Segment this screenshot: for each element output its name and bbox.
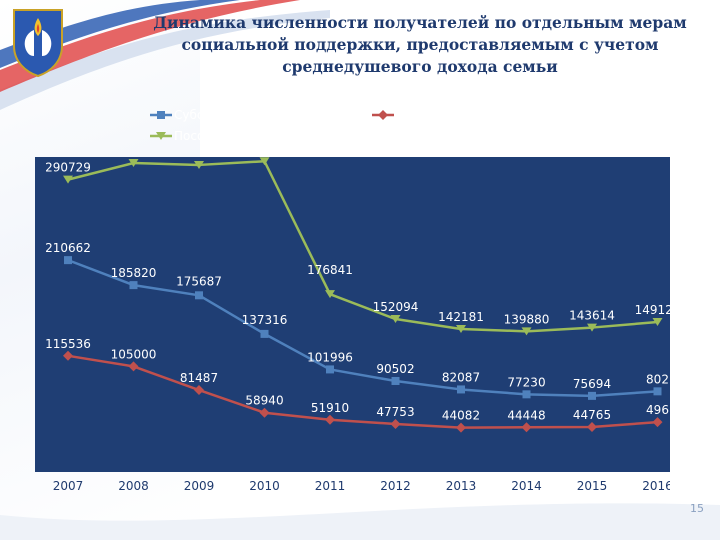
- data-point: [194, 160, 204, 169]
- data-label: 175687: [176, 274, 222, 288]
- data-label: 305317: [176, 157, 222, 160]
- data-label: 82087: [442, 370, 480, 384]
- data-point: [390, 315, 401, 324]
- data-point: [129, 281, 138, 290]
- data-label: 142181: [438, 310, 484, 324]
- emblem-logo-icon: [13, 9, 63, 78]
- data-point: [456, 422, 466, 433]
- page-title: Динамика численности получателей по отде…: [140, 12, 700, 78]
- data-point: [128, 159, 139, 168]
- data-label: 90502: [376, 362, 414, 376]
- legend-label-allowance: Социальное пособие: [396, 108, 528, 122]
- data-point: [259, 157, 270, 166]
- plot-background: [35, 157, 670, 472]
- x-tick-label: 2016: [642, 479, 670, 493]
- x-tick-label: 2013: [446, 479, 477, 493]
- x-tick-label: 2011: [315, 479, 346, 493]
- wave-decoration: [0, 503, 720, 540]
- data-label: 44765: [573, 408, 611, 422]
- data-point: [194, 385, 204, 396]
- data-label: 101996: [307, 350, 353, 364]
- data-label: 307200: [111, 157, 157, 158]
- data-point: [326, 365, 334, 374]
- data-point: [521, 422, 532, 433]
- chart-area: 2007 2008 2009 2010 2011 2012 2013 2014 2015 2016…: [35, 142, 680, 497]
- data-point: [653, 387, 662, 396]
- x-tick-label: 2008: [118, 479, 149, 493]
- series-line-1: [67, 354, 658, 429]
- data-label: 137316: [242, 313, 288, 327]
- page-number: 15: [690, 502, 704, 515]
- data-label: 496: [646, 403, 669, 417]
- data-label: 58940: [245, 394, 283, 408]
- x-tick-label: 2007: [53, 479, 84, 493]
- title-line-3: среднедушевого дохода семьи: [282, 57, 558, 76]
- data-point: [63, 175, 73, 184]
- data-point: [521, 327, 532, 336]
- title-line-2: социальной поддержки, предоставляемым с …: [181, 35, 659, 54]
- data-point: [587, 421, 597, 432]
- data-label: 75694: [573, 377, 611, 391]
- data-point: [64, 256, 72, 265]
- data-label: 176841: [307, 263, 353, 277]
- line-chart: 2007 2008 2009 2010 2011 2012 2013 2014 2015 2016…: [35, 142, 680, 493]
- data-label: 105000: [111, 347, 157, 361]
- data-label: 149122: [635, 303, 670, 317]
- data-label: 290729: [45, 161, 91, 175]
- data-label: 44448: [507, 408, 545, 422]
- data-label: 77230: [507, 375, 545, 389]
- legend-swatch-child: [150, 132, 172, 140]
- legend-swatch-allowance: [372, 110, 394, 120]
- x-tick-label: 2010: [249, 479, 280, 493]
- data-point: [195, 291, 203, 300]
- data-point: [588, 391, 596, 400]
- data-point: [260, 329, 269, 338]
- data-label: 185820: [111, 266, 157, 280]
- data-point: [325, 414, 335, 425]
- data-label: 44082: [442, 409, 480, 423]
- data-point: [128, 361, 139, 372]
- data-point: [456, 325, 466, 334]
- data-label: 152094: [373, 300, 419, 314]
- legend-swatch-subsidy: [150, 111, 172, 119]
- data-point: [391, 376, 400, 385]
- data-point: [259, 407, 270, 418]
- legend-label-child: Пособие на ребенка: [174, 129, 302, 143]
- data-label: 802: [646, 372, 669, 386]
- x-tick-label: 2009: [184, 479, 215, 493]
- data-point: [325, 290, 335, 299]
- data-point: [522, 390, 531, 399]
- data-label: 115536: [45, 337, 91, 351]
- data-label: 47753: [376, 405, 414, 419]
- data-point: [457, 385, 465, 394]
- x-tick-label: 2015: [577, 479, 608, 493]
- data-point: [390, 418, 401, 429]
- series-line-2: [67, 160, 658, 333]
- x-tick-label: 2014: [511, 479, 542, 493]
- x-tick-label: 2012: [380, 479, 411, 493]
- data-point: [587, 323, 597, 332]
- data-label: 143614: [569, 309, 615, 323]
- data-label: 139880: [504, 312, 550, 326]
- data-label: 81487: [180, 371, 218, 385]
- data-point: [63, 350, 73, 361]
- legend-label-subsidy: Субсидии на оплату ЖКУ: [174, 108, 335, 122]
- data-label: 51910: [311, 401, 349, 415]
- data-point: [652, 417, 663, 428]
- data-point: [652, 318, 663, 327]
- data-label: 210662: [45, 241, 91, 255]
- series-line-0: [67, 258, 658, 398]
- title-line-1: Динамика численности получателей по отде…: [153, 13, 687, 32]
